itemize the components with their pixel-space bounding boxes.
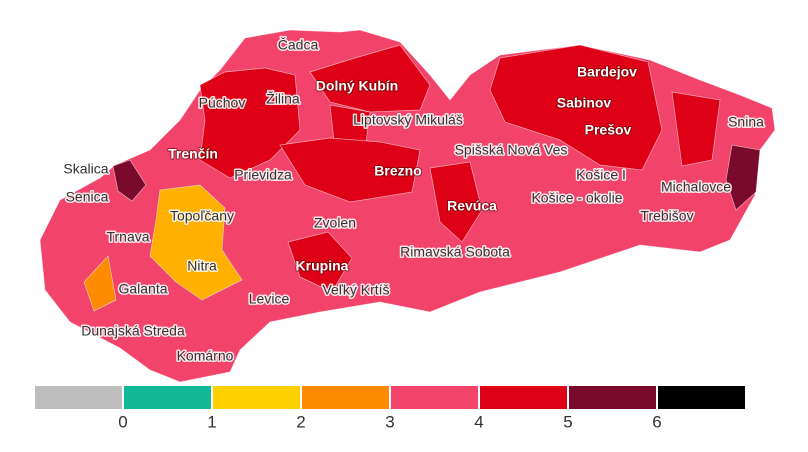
district-label: Nitra: [187, 258, 217, 274]
district-label: Michalovce: [661, 179, 731, 195]
legend-swatch: [213, 386, 300, 409]
district-label: Topoľčany: [170, 208, 234, 224]
legend-tick-label: 2: [296, 412, 305, 431]
region-red: [489, 44, 663, 171]
district-label: Snina: [728, 114, 764, 130]
district-label: Zvolen: [314, 215, 356, 231]
region-red: [671, 91, 721, 167]
district-label: Dolný Kubín: [316, 78, 398, 94]
district-label: Prievidza: [234, 167, 292, 183]
district-label: Sabinov: [557, 95, 612, 111]
district-label: Skalica: [63, 161, 108, 177]
district-label: Galanta: [118, 281, 167, 297]
district-label: Rimavská Sobota: [400, 244, 510, 260]
legend-swatch: [302, 386, 389, 409]
region-red: [309, 44, 431, 113]
legend-swatch: [391, 386, 478, 409]
legend: 0 1 2 3 4 5 6: [35, 386, 745, 431]
region-orange: [83, 255, 117, 312]
legend-tick-label: 4: [474, 412, 483, 431]
district-label: Košice - okolie: [531, 190, 622, 206]
legend-tick-label: 0: [118, 412, 127, 431]
district-label: Komárno: [177, 348, 234, 364]
legend-tick-label: 6: [652, 412, 661, 431]
district-label: Levice: [249, 291, 290, 307]
district-label: Trenčín: [168, 146, 218, 162]
district-label: Veľký Krtíš: [322, 282, 389, 298]
district-label: Bardejov: [577, 64, 637, 80]
legend-swatch: [480, 386, 567, 409]
region-red: [429, 161, 483, 243]
district-label: Trnava: [106, 229, 149, 245]
district-label: Krupina: [296, 258, 349, 274]
district-label: Prešov: [585, 122, 632, 138]
district-label: Spišská Nová Ves: [455, 142, 568, 158]
country: [39, 29, 776, 383]
district-label: Trebišov: [640, 208, 693, 224]
legend-swatch: [569, 386, 656, 409]
legend-tick-label: 1: [207, 412, 216, 431]
district-label: Čadca: [278, 37, 319, 53]
legend-swatch: [124, 386, 211, 409]
district-label: Senica: [66, 189, 109, 205]
region-red: [287, 231, 353, 293]
district-label: Púchov: [199, 95, 246, 111]
district-label: Dunajská Streda: [81, 323, 185, 339]
region-yellow: [149, 184, 243, 301]
legend-swatch: [35, 386, 122, 409]
district-label: Liptovský Mikuláš: [353, 112, 463, 128]
district-label: Košice I: [576, 167, 626, 183]
district-label: Brezno: [374, 163, 421, 179]
legend-tick-label: 3: [385, 412, 394, 431]
legend-swatch: [658, 386, 745, 409]
district-label: Revúca: [447, 198, 497, 214]
district-labels: Čadca Žilina Púchov Dolný Kubín Liptovský Mi…: [62, 35, 766, 365]
legend-tick-label: 5: [563, 412, 572, 431]
district-label: Žilina: [266, 91, 300, 107]
region-dark: [725, 144, 761, 211]
region-red: [279, 137, 421, 203]
region-dark: [112, 159, 147, 202]
